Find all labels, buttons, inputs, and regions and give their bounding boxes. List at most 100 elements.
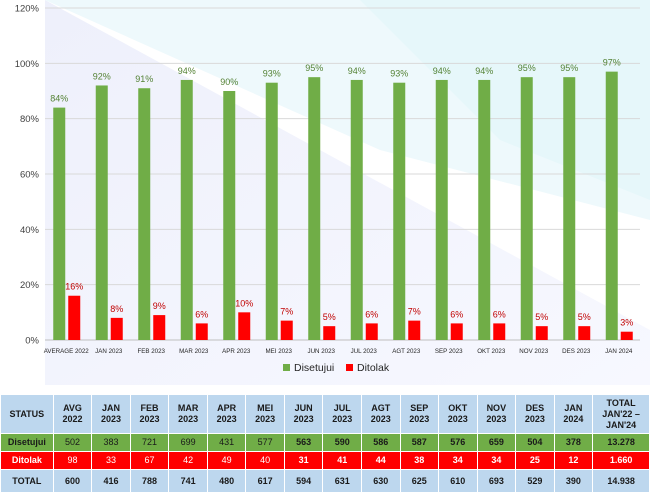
x-tick-label: AGT 2023 [392, 348, 421, 355]
bar-ditolak [578, 326, 590, 340]
bar-ditolak [621, 332, 633, 340]
x-tick-label: JUL 2023 [351, 348, 378, 355]
data-label: 6% [195, 309, 208, 319]
data-table: STATUS AVG 2022 JAN 2023 FEB 2023 MAR 2023 AP… [0, 394, 650, 493]
table-cell: 625 [400, 470, 439, 493]
table-cell: 590 [323, 434, 362, 452]
table-cell: 693 [477, 470, 516, 493]
table-cell: 98 [53, 452, 92, 470]
table-cell: 586 [361, 434, 400, 452]
x-tick-label: SEP 2023 [435, 348, 463, 355]
y-tick-label: 40% [20, 225, 40, 236]
x-tick-label: MEI 2023 [266, 348, 293, 355]
table-cell: 504 [516, 434, 555, 452]
x-tick-label: OKT 2023 [477, 348, 506, 355]
data-label: 90% [220, 77, 238, 87]
table-header-status: STATUS [1, 395, 54, 434]
table-cell: 577 [246, 434, 285, 452]
table-header-cell: TOTAL JAN'22 – JAN'24 [593, 395, 650, 434]
table-cell: 721 [130, 434, 169, 452]
legend-swatch-ditolak [346, 364, 353, 371]
data-label: 5% [578, 312, 591, 322]
bar-ditolak [111, 318, 123, 340]
table-cell: 630 [361, 470, 400, 493]
table-header-row: STATUS AVG 2022 JAN 2023 FEB 2023 MAR 2023 AP… [1, 395, 650, 434]
table-cell: 44 [361, 452, 400, 470]
table-row-total: TOTAL 600 416 788 741 480 617 594 631 630 625 610 69… [1, 470, 650, 493]
table-cell: 617 [246, 470, 285, 493]
bar-chart: 84% 16% 92% 8% 91% 9% 94% 6% 90% 10% 93% 7% 95% 5% 94%… [0, 0, 650, 385]
table-row-label: Ditolak [1, 452, 54, 470]
table-cell: 594 [284, 470, 323, 493]
table-cell: 480 [207, 470, 246, 493]
bar-disetujui [96, 85, 108, 340]
bar-disetujui [351, 80, 363, 340]
bar-disetujui [521, 77, 533, 340]
table-cell: 38 [400, 452, 439, 470]
table-cell: 390 [554, 470, 593, 493]
table-cell: 502 [53, 434, 92, 452]
table-header-cell: JUN 2023 [284, 395, 323, 434]
bar-disetujui [138, 88, 150, 340]
table-cell: 563 [284, 434, 323, 452]
table-cell: 1.660 [593, 452, 650, 470]
table-header-cell: JAN 2024 [554, 395, 593, 434]
data-label: 5% [535, 312, 548, 322]
data-label: 95% [305, 63, 323, 73]
chart-area: 84% 16% 92% 8% 91% 9% 94% 6% 90% 10% 93% 7% 95% 5% 94%… [0, 0, 650, 385]
table-header-cell: DES 2023 [516, 395, 555, 434]
data-label: 16% [65, 282, 83, 292]
table-header-cell: APR 2023 [207, 395, 246, 434]
table-cell: 529 [516, 470, 555, 493]
data-label: 6% [365, 309, 378, 319]
data-label: 94% [178, 66, 196, 76]
table-row-label: Disetujui [1, 434, 54, 452]
data-label: 9% [153, 301, 166, 311]
legend-swatch-disetujui [283, 364, 290, 371]
bar-ditolak [68, 296, 80, 340]
x-tick-label: NOV 2023 [519, 348, 548, 355]
y-tick-label: 20% [20, 280, 40, 291]
x-tick-label: JAN 2024 [605, 348, 633, 355]
x-tick-label: APR 2023 [222, 348, 251, 355]
bar-ditolak [408, 321, 420, 340]
data-label: 94% [433, 66, 451, 76]
data-label: 93% [263, 69, 281, 79]
table-cell: 741 [169, 470, 208, 493]
y-tick-label: 0% [25, 336, 39, 347]
data-label: 10% [235, 298, 253, 308]
data-label: 93% [390, 69, 408, 79]
table-header-cell: OKT 2023 [439, 395, 478, 434]
table-header-cell: MAR 2023 [169, 395, 208, 434]
x-tick-label: DES 2023 [562, 348, 591, 355]
table-cell: 34 [439, 452, 478, 470]
table-cell: 431 [207, 434, 246, 452]
bar-ditolak [153, 315, 165, 340]
table-header-cell: JUL 2023 [323, 395, 362, 434]
table-cell: 610 [439, 470, 478, 493]
table-cell: 31 [284, 452, 323, 470]
data-label: 8% [110, 304, 123, 314]
bar-disetujui [266, 83, 278, 340]
table-cell: 788 [130, 470, 169, 493]
table-cell: 67 [130, 452, 169, 470]
table-cell: 587 [400, 434, 439, 452]
table-cell: 378 [554, 434, 593, 452]
bar-disetujui [53, 108, 65, 340]
bar-disetujui [181, 80, 193, 340]
data-label: 97% [603, 58, 621, 68]
table-header-cell: AVG 2022 [53, 395, 92, 434]
table-cell: 33 [92, 452, 131, 470]
x-tick-label: JUN 2023 [307, 348, 335, 355]
bar-disetujui [308, 77, 320, 340]
data-label: 7% [408, 307, 421, 317]
data-label: 92% [93, 71, 111, 81]
bar-disetujui [478, 80, 490, 340]
table-cell: 40 [246, 452, 285, 470]
bar-disetujui [436, 80, 448, 340]
data-label: 91% [135, 74, 153, 84]
bar-disetujui [563, 77, 575, 340]
y-tick-label: 120% [15, 4, 40, 15]
data-label: 84% [50, 94, 68, 104]
table-header-cell: NOV 2023 [477, 395, 516, 434]
